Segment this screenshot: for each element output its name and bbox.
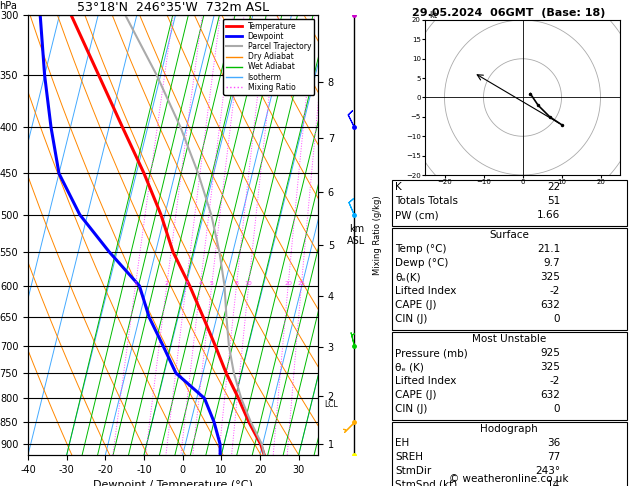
- Text: hPa: hPa: [0, 0, 17, 11]
- Legend: Temperature, Dewpoint, Parcel Trajectory, Dry Adiabat, Wet Adiabat, Isotherm, Mi: Temperature, Dewpoint, Parcel Trajectory…: [223, 19, 314, 95]
- Text: CIN (J): CIN (J): [395, 404, 427, 414]
- Text: 51: 51: [547, 196, 560, 206]
- Title: 53°18'N  246°35'W  732m ASL: 53°18'N 246°35'W 732m ASL: [77, 1, 269, 14]
- Text: PW (cm): PW (cm): [395, 210, 438, 220]
- Text: 632: 632: [540, 390, 560, 400]
- Text: 10: 10: [245, 281, 252, 286]
- Text: 25: 25: [298, 281, 305, 286]
- Text: 22: 22: [547, 182, 560, 192]
- Text: θₑ(K): θₑ(K): [395, 272, 421, 282]
- Text: LCL: LCL: [324, 399, 338, 409]
- Text: Mixing Ratio (g/kg): Mixing Ratio (g/kg): [372, 195, 382, 275]
- Text: K: K: [395, 182, 402, 192]
- Text: StmDir: StmDir: [395, 466, 431, 476]
- Text: θₑ (K): θₑ (K): [395, 362, 424, 372]
- Text: 8: 8: [235, 281, 238, 286]
- Bar: [392, 422, 627, 486]
- X-axis label: Dewpoint / Temperature (°C): Dewpoint / Temperature (°C): [93, 480, 253, 486]
- Text: Surface: Surface: [489, 230, 529, 240]
- Text: 3: 3: [184, 281, 188, 286]
- Text: Totals Totals: Totals Totals: [395, 196, 458, 206]
- Text: 21.1: 21.1: [537, 244, 560, 254]
- Text: 77: 77: [547, 452, 560, 462]
- Text: 36: 36: [547, 438, 560, 448]
- Text: -2: -2: [550, 286, 560, 296]
- Text: 325: 325: [540, 362, 560, 372]
- Text: © weatheronline.co.uk: © weatheronline.co.uk: [449, 474, 569, 484]
- Text: 2: 2: [165, 281, 169, 286]
- Text: 29.05.2024  06GMT  (Base: 18): 29.05.2024 06GMT (Base: 18): [413, 8, 606, 18]
- Text: Lifted Index: Lifted Index: [395, 286, 457, 296]
- Text: 9.7: 9.7: [543, 258, 560, 268]
- Text: 0: 0: [554, 404, 560, 414]
- Text: 243°: 243°: [535, 466, 560, 476]
- Text: 632: 632: [540, 300, 560, 310]
- Bar: [392, 228, 627, 330]
- Bar: [392, 332, 627, 420]
- Y-axis label: km
ASL: km ASL: [347, 224, 365, 246]
- Bar: [392, 180, 627, 226]
- Text: Pressure (mb): Pressure (mb): [395, 348, 468, 358]
- Text: CIN (J): CIN (J): [395, 314, 427, 324]
- Text: StmSpd (kt): StmSpd (kt): [395, 480, 457, 486]
- Text: kt: kt: [429, 11, 437, 20]
- Text: Lifted Index: Lifted Index: [395, 376, 457, 386]
- Text: 14: 14: [547, 480, 560, 486]
- Text: SREH: SREH: [395, 452, 423, 462]
- Text: EH: EH: [395, 438, 409, 448]
- Text: 325: 325: [540, 272, 560, 282]
- Text: 1: 1: [133, 281, 137, 286]
- Text: 925: 925: [540, 348, 560, 358]
- Text: 0: 0: [554, 314, 560, 324]
- Text: 5: 5: [209, 281, 214, 286]
- Text: 1.66: 1.66: [537, 210, 560, 220]
- Text: CAPE (J): CAPE (J): [395, 390, 437, 400]
- Text: 4: 4: [198, 281, 203, 286]
- Text: Temp (°C): Temp (°C): [395, 244, 447, 254]
- Text: Dewp (°C): Dewp (°C): [395, 258, 448, 268]
- Text: -2: -2: [550, 376, 560, 386]
- Text: 20: 20: [284, 281, 292, 286]
- Text: CAPE (J): CAPE (J): [395, 300, 437, 310]
- Text: Hodograph: Hodograph: [480, 424, 538, 434]
- Text: Most Unstable: Most Unstable: [472, 334, 546, 344]
